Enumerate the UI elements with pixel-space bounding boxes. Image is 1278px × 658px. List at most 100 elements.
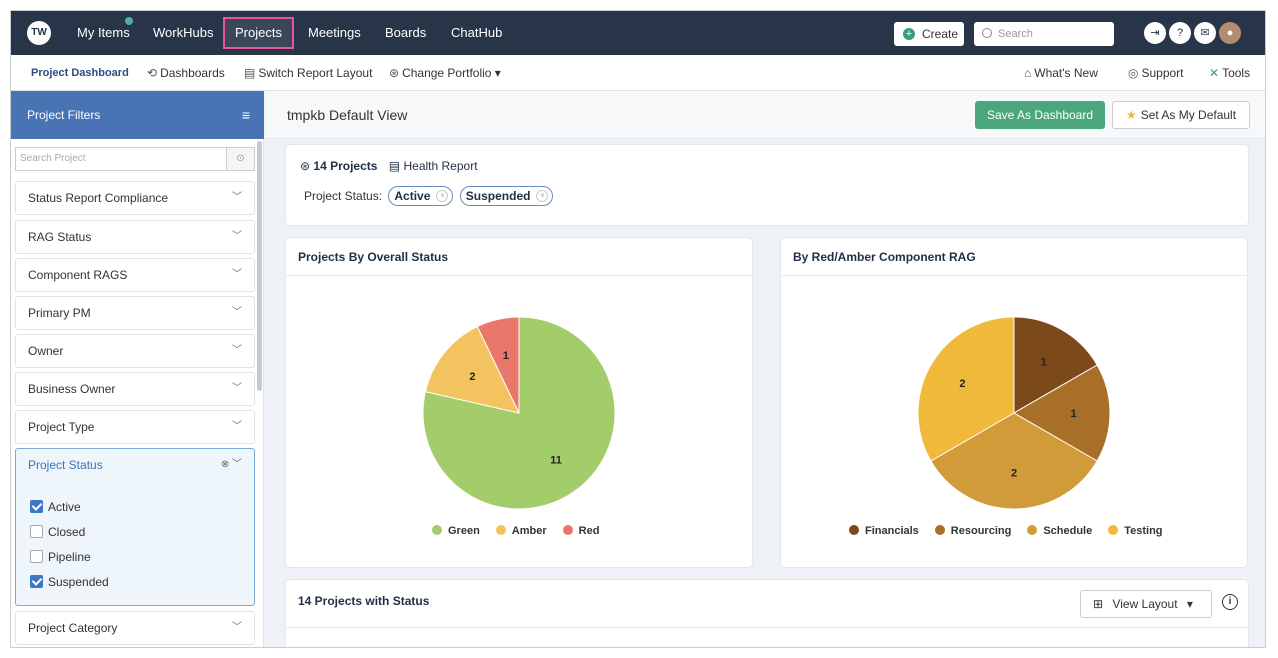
pie-slice-financials[interactable]	[1013, 316, 1098, 414]
sidebar-title: Project Filters	[27, 108, 101, 122]
filter-primary-pm[interactable]: Primary PM ﹀	[15, 296, 255, 330]
filter-business-owner[interactable]: Business Owner ﹀	[15, 372, 255, 406]
sidebar-header: Project Filters ≡	[11, 91, 264, 139]
logout-icon[interactable]: ⇥	[1144, 22, 1166, 44]
pie-slice-amber[interactable]	[424, 325, 520, 414]
status-option-suspended[interactable]: Suspended	[30, 575, 109, 589]
view-layout-dropdown[interactable]: ⊞ View Layout ▾	[1080, 590, 1212, 618]
chart-title: Projects By Overall Status	[298, 250, 449, 264]
pie-slice-resourcing[interactable]	[1013, 364, 1111, 462]
legend-label: Resourcing	[950, 525, 1012, 537]
projects-count: 14 Projects	[313, 159, 378, 173]
chip-label: Suspended	[465, 189, 531, 203]
subnav-dashboards[interactable]: ⟲ Dashboards	[147, 55, 225, 91]
table-title: 14 Projects with Status	[298, 594, 430, 608]
legend-swatch	[1027, 525, 1038, 535]
chat-icon[interactable]: ✉	[1194, 22, 1216, 44]
project-count-row: ⊛ 14 Projects ▤ Health Report	[300, 159, 478, 173]
clear-chevron-icon[interactable]: ⊗ ﹀	[220, 459, 242, 470]
filter-project-type[interactable]: Project Type ﹀	[15, 410, 255, 444]
save-as-dashboard-button[interactable]: Save As Dashboard	[975, 101, 1105, 129]
filter-owner[interactable]: Owner ﹀	[15, 334, 255, 368]
checkbox-checked[interactable]	[30, 575, 43, 588]
layout-grid-icon: ⊞	[1093, 597, 1104, 611]
subnav-switch-layout[interactable]: ▤ Switch Report Layout	[244, 55, 372, 91]
pie-data-label: 1	[1070, 408, 1076, 420]
filters-sidebar: Project Filters ≡ Search Project ⊙ Statu…	[11, 91, 264, 647]
filter-component-rags[interactable]: Component RAGS ﹀	[15, 258, 255, 292]
legend-item-schedule[interactable]: Schedule	[1027, 525, 1092, 537]
pie-slice-testing[interactable]	[917, 316, 1015, 462]
app-logo[interactable]: TW	[27, 21, 51, 45]
legend-label: Schedule	[1043, 525, 1093, 537]
search-placeholder: Search	[998, 28, 1033, 40]
filter-project-category[interactable]: Project Category ﹀	[15, 611, 255, 645]
remove-chip-icon[interactable]: ×	[536, 190, 549, 202]
search-icon[interactable]: ⊙	[226, 148, 254, 170]
legend-swatch	[1108, 525, 1119, 535]
subnav-support[interactable]: ◎ Support	[1128, 55, 1184, 91]
legend-item-green[interactable]: Green	[432, 525, 480, 537]
chart-title: By Red/Amber Component RAG	[793, 250, 976, 264]
global-search-input[interactable]: Search	[974, 22, 1114, 46]
top-navbar: TW My Items WorkHubs Projects Meetings B…	[11, 11, 1265, 55]
plus-icon: +	[903, 28, 915, 40]
legend-swatch	[562, 525, 573, 535]
status-option-pipeline[interactable]: Pipeline	[30, 550, 91, 564]
nav-boards[interactable]: Boards	[385, 25, 427, 40]
legend-item-red[interactable]: Red	[562, 525, 599, 537]
nav-meetings[interactable]: Meetings	[308, 25, 361, 40]
option-label: Pipeline	[48, 550, 91, 564]
info-icon[interactable]: i	[1222, 594, 1238, 610]
chevron-down-icon: ﹀	[232, 345, 242, 356]
legend-item-amber[interactable]: Amber	[495, 525, 547, 537]
projects-status-table-card: 14 Projects with Status ⊞ View Layout ▾ …	[286, 580, 1248, 647]
pie-data-label: 2	[1011, 468, 1017, 480]
checkbox[interactable]	[30, 525, 43, 538]
search-icon	[982, 28, 992, 38]
legend-item-financials[interactable]: Financials	[849, 525, 919, 537]
nav-workhubs[interactable]: WorkHubs	[153, 25, 214, 40]
subnav-tools[interactable]: ✕ Tools	[1209, 55, 1250, 91]
health-report-link[interactable]: Health Report	[403, 159, 478, 173]
subnav-change-portfolio[interactable]: ⊛ Change Portfolio ▾	[389, 55, 501, 91]
project-search-input[interactable]: Search Project ⊙	[15, 147, 255, 171]
pie-slice-red[interactable]	[476, 316, 520, 414]
sort-filter-icon[interactable]: ≡	[241, 107, 250, 123]
nav-my-items[interactable]: My Items	[77, 25, 130, 40]
status-option-closed[interactable]: Closed	[30, 525, 85, 539]
filter-status-report-compliance[interactable]: Status Report Compliance ﹀	[15, 181, 255, 215]
status-filter-row: Project Status: Active × Suspended ×	[304, 186, 554, 206]
status-chip-suspended[interactable]: Suspended ×	[459, 186, 554, 206]
checkbox-checked[interactable]	[30, 500, 43, 513]
main-header: tmpkb Default View Save As Dashboard ★ Se…	[265, 91, 1265, 139]
pie-slice-schedule[interactable]	[930, 412, 1098, 510]
status-option-active[interactable]: Active	[30, 500, 81, 514]
nav-projects[interactable]: Projects	[223, 17, 294, 49]
legend-item-testing[interactable]: Testing	[1108, 525, 1163, 537]
app-window: TW My Items WorkHubs Projects Meetings B…	[10, 10, 1266, 648]
create-label: Create	[922, 27, 959, 41]
chevron-down-icon: ﹀	[232, 383, 242, 394]
status-chip-active[interactable]: Active ×	[388, 186, 454, 206]
checkbox[interactable]	[30, 550, 43, 563]
filter-rag-status[interactable]: RAG Status ﹀	[15, 220, 255, 254]
help-icon[interactable]: ?	[1169, 22, 1191, 44]
remove-chip-icon[interactable]: ×	[436, 190, 449, 202]
subnav-switch-layout-label: Switch Report Layout	[258, 66, 373, 80]
set-default-button[interactable]: ★ Set As My Default	[1112, 101, 1250, 129]
nav-chathub[interactable]: ChatHub	[451, 25, 503, 40]
chevron-down-icon: ▾	[1186, 597, 1193, 611]
subnav-dashboards-label: Dashboards	[160, 66, 225, 80]
filter-project-status[interactable]: Project Status ⊗ ﹀ Active Closed Pipelin…	[15, 448, 255, 606]
sidebar-scrollbar[interactable]	[257, 141, 262, 391]
pie-data-label: 11	[550, 455, 562, 467]
create-button[interactable]: + Create	[894, 22, 964, 46]
legend-item-resourcing[interactable]: Resourcing	[934, 525, 1012, 537]
user-avatar[interactable]: ●	[1219, 22, 1241, 44]
layout-icon: ▤	[244, 66, 256, 80]
subnav-project-dashboard[interactable]: Project Dashboard	[31, 67, 129, 79]
filter-label: Component RAGS	[28, 268, 128, 282]
chevron-down-icon: ﹀	[232, 307, 242, 318]
subnav-whats-new[interactable]: ⌂ What's New	[1024, 55, 1098, 91]
